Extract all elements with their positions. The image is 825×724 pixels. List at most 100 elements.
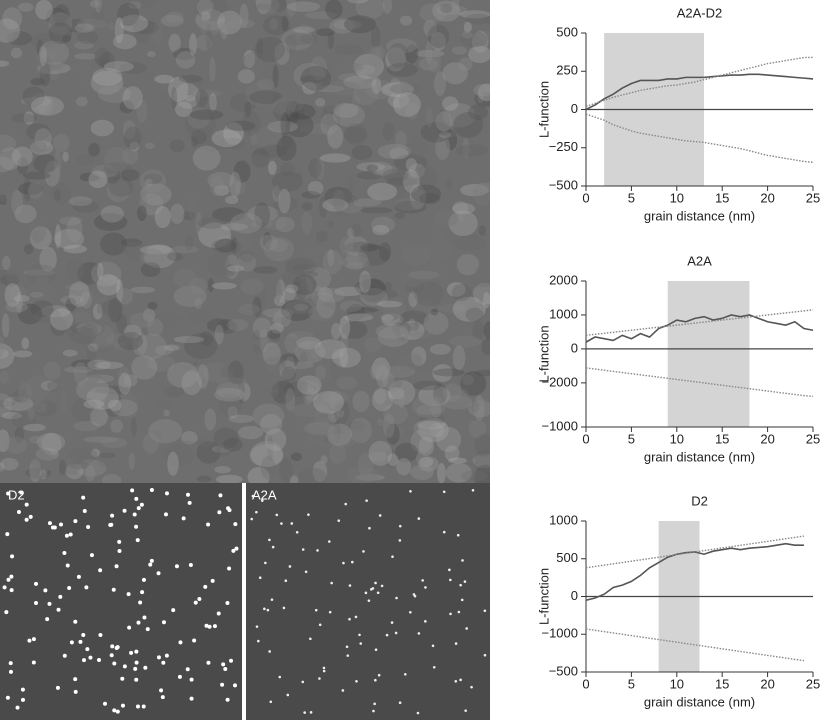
texture-blob: [229, 171, 241, 198]
texture-blob: [432, 0, 461, 22]
texture-blob: [100, 205, 124, 223]
dot: [225, 601, 230, 606]
texture-blob: [417, 456, 439, 472]
texture-blob: [215, 474, 243, 483]
dot: [223, 666, 228, 671]
texture-blob: [119, 100, 135, 114]
texture-blob: [435, 111, 453, 132]
texture-blob: [0, 336, 5, 358]
texture-blob: [315, 98, 326, 107]
texture-blob: [352, 81, 379, 106]
texture-blob: [382, 121, 395, 141]
texture-blob: [385, 447, 395, 469]
texture-blob: [473, 84, 490, 97]
texture-blob: [88, 142, 100, 157]
texture-blob: [58, 459, 66, 475]
texture-blob: [432, 364, 453, 382]
dot: [368, 526, 371, 530]
dot: [174, 564, 179, 569]
texture-blob: [11, 146, 33, 167]
texture-blob: [140, 262, 161, 278]
texture-blob: [238, 379, 245, 405]
dot: [73, 689, 78, 694]
texture-blob: [237, 425, 264, 440]
texture-blob: [167, 451, 179, 476]
texture-blob: [408, 134, 427, 160]
texture-blob: [73, 362, 88, 386]
texture-blob: [325, 0, 343, 19]
dot: [374, 581, 377, 585]
texture-blob: [92, 67, 123, 86]
texture-blob: [347, 228, 355, 238]
texture-blob: [86, 379, 115, 394]
texture-blob: [36, 46, 70, 71]
dot: [45, 617, 50, 622]
dot: [255, 510, 258, 514]
texture-blob: [379, 182, 409, 199]
texture-blob: [397, 352, 423, 371]
texture-blob: [288, 103, 316, 120]
texture-blob: [123, 374, 138, 387]
texture-blob: [117, 366, 131, 388]
texture-blob: [27, 406, 36, 421]
texture-blob: [160, 477, 173, 483]
texture-blob: [369, 271, 403, 279]
texture-blob: [425, 40, 433, 65]
texture-blob: [204, 408, 217, 431]
texture-blob: [275, 393, 306, 406]
texture-blob: [436, 109, 451, 136]
texture-blob: [472, 453, 490, 469]
texture-blob: [360, 278, 387, 303]
texture-blob: [5, 302, 28, 313]
texture-blob: [437, 462, 446, 483]
texture-blob: [152, 22, 162, 44]
x-tick-label: 0: [582, 676, 589, 691]
dot: [112, 708, 117, 713]
texture-blob: [163, 344, 180, 351]
texture-blob: [29, 459, 42, 483]
texture-blob: [195, 9, 225, 31]
dot: [177, 674, 182, 679]
dot: [141, 704, 146, 709]
dot: [275, 513, 279, 517]
texture-blob: [211, 445, 233, 453]
texture-blob: [0, 400, 16, 408]
dot: [59, 522, 64, 527]
dot: [301, 680, 305, 684]
texture-blob: [83, 399, 105, 409]
texture-blob: [314, 107, 328, 129]
texture-blob: [48, 70, 59, 80]
x-tick-label: 20: [760, 431, 774, 446]
texture-blob: [97, 452, 115, 468]
texture-blob: [195, 211, 202, 236]
texture-blob: [69, 461, 90, 470]
chart-title: D2: [691, 493, 708, 508]
texture-blob: [243, 51, 264, 72]
texture-blob: [173, 268, 197, 288]
texture-blob: [10, 47, 22, 59]
texture-blob: [290, 452, 303, 462]
dot: [117, 539, 122, 544]
texture-blob: [118, 393, 139, 419]
texture-blob: [389, 147, 409, 160]
texture-blob: [29, 435, 43, 444]
texture-blob: [83, 436, 118, 443]
texture-blob: [211, 238, 242, 255]
texture-blob: [295, 24, 312, 41]
dot: [33, 600, 38, 605]
texture-blob: [453, 235, 487, 251]
texture-blob: [162, 344, 183, 352]
texture-blob: [473, 395, 485, 421]
dot: [328, 540, 331, 543]
texture-blob: [54, 224, 62, 249]
texture-blob: [357, 309, 372, 318]
texture-blob: [408, 318, 416, 327]
texture-blob: [403, 169, 420, 194]
texture-blob: [0, 134, 17, 152]
dot: [134, 524, 139, 529]
y-tick-label: −250: [549, 139, 578, 154]
dot: [304, 570, 308, 574]
texture-blob: [131, 355, 158, 380]
dot: [43, 588, 48, 593]
texture-blob: [245, 81, 274, 106]
